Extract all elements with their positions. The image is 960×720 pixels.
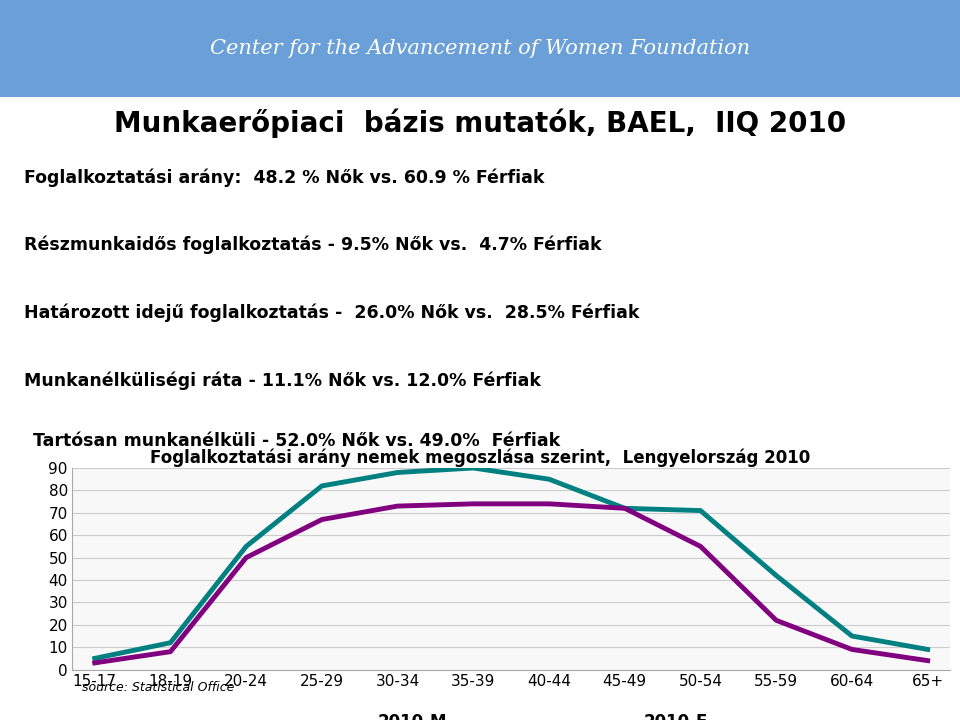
2010-F <box>89 659 101 667</box>
2010-M <box>922 645 933 654</box>
Line: 2010-F: 2010-F <box>95 504 927 663</box>
Text: Foglalkoztatási arány:  48.2 % Nők vs. 60.9 % Férfiak: Foglalkoztatási arány: 48.2 % Nők vs. 60… <box>24 168 544 187</box>
Text: Tartósan munkanélküli - 52.0% Nők vs. 49.0%  Férfiak: Tartósan munkanélküli - 52.0% Nők vs. 49… <box>33 432 561 450</box>
Bar <box>0 97 960 144</box>
2010-F <box>922 657 933 665</box>
Text: Munkaerőpiaci  bázis mutatók, BAEL,  IIQ 2010: Munkaerőpiaci bázis mutatók, BAEL, IIQ 2… <box>114 108 846 138</box>
Text: Részmunkaidős foglalkoztatás - 9.5% Nők vs.  4.7% Férfiak: Részmunkaidős foglalkoztatás - 9.5% Nők … <box>24 236 602 254</box>
2010-F <box>771 616 782 625</box>
2010-F <box>619 504 631 513</box>
2010-M <box>392 468 403 477</box>
2010-F <box>392 502 403 510</box>
2010-F <box>543 500 555 508</box>
2010-M <box>89 654 101 662</box>
2010-F <box>468 500 479 508</box>
2010-M <box>240 542 252 551</box>
Bar <box>0 0 960 97</box>
2010-M <box>165 639 177 647</box>
Line: 2010-M: 2010-M <box>95 468 927 658</box>
Text: Center for the Advancement of Women Foundation: Center for the Advancement of Women Foun… <box>210 39 750 58</box>
2010-M <box>316 482 327 490</box>
2010-M <box>543 475 555 484</box>
2010-F <box>316 516 327 524</box>
2010-F <box>695 542 707 551</box>
Legend: 2010-M, 2010-F: 2010-M, 2010-F <box>307 706 715 720</box>
2010-F <box>165 647 177 656</box>
Text: Munkanélküliségi ráta - 11.1% Nők vs. 12.0% Férfiak: Munkanélküliségi ráta - 11.1% Nők vs. 12… <box>24 371 540 390</box>
2010-F <box>846 645 857 654</box>
2010-M <box>695 506 707 515</box>
2010-M <box>846 631 857 640</box>
Text: Foglalkoztatási arány nemek megoszlása szerint,  Lengyelország 2010: Foglalkoztatási arány nemek megoszlása s… <box>150 449 810 467</box>
2010-M <box>771 571 782 580</box>
2010-M <box>619 504 631 513</box>
Text: source: Statistical Office: source: Statistical Office <box>82 681 234 694</box>
2010-M <box>468 464 479 472</box>
2010-F <box>240 553 252 562</box>
Text: Határozott idejű foglalkoztatás -  26.0% Nők vs.  28.5% Férfiak: Határozott idejű foglalkoztatás - 26.0% … <box>24 304 639 322</box>
